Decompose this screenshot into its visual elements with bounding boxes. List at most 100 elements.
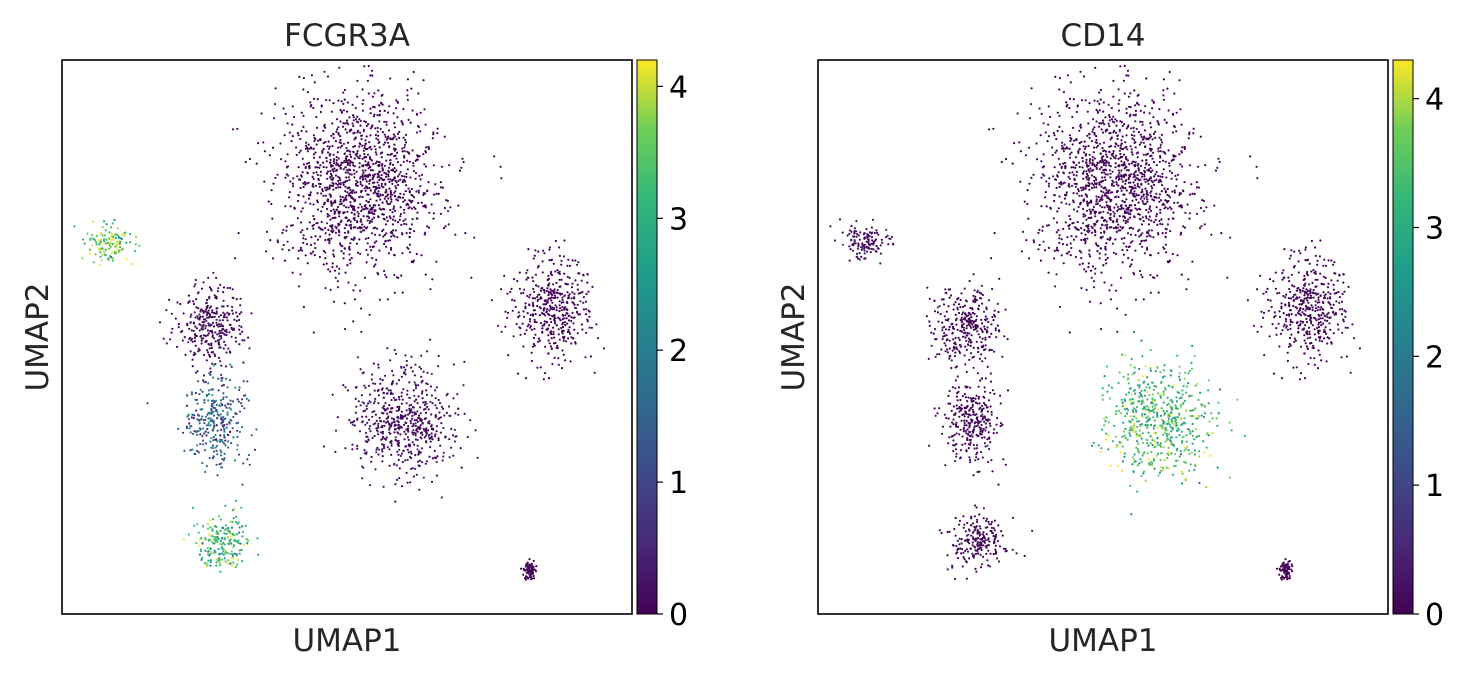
cell-point [554, 322, 557, 325]
panel-title: FCGR3A [284, 18, 410, 54]
cell-point [445, 411, 448, 414]
cell-point [524, 578, 528, 581]
cell-point [1092, 183, 1095, 186]
cell-point [1115, 124, 1118, 127]
cell-point [867, 247, 870, 250]
cell-point [356, 95, 359, 98]
cell-point [829, 225, 832, 228]
cell-point [338, 141, 341, 144]
cell-point [244, 394, 247, 397]
cell-point [347, 206, 350, 209]
cell-point [537, 337, 540, 340]
cell-point [1157, 147, 1160, 150]
cell-point [194, 398, 197, 401]
cell-point [222, 291, 225, 294]
cell-point [369, 211, 372, 214]
cell-point [250, 312, 253, 315]
cell-point [1131, 153, 1134, 156]
cell-point [553, 356, 556, 359]
cell-point [228, 379, 232, 382]
cell-point [1062, 91, 1065, 94]
cell-point [198, 539, 201, 542]
cell-point [386, 194, 389, 197]
cell-point [228, 421, 231, 424]
cell-point [207, 431, 210, 434]
cell-point [1104, 224, 1107, 227]
cell-point [389, 137, 392, 140]
cell-point [1090, 140, 1093, 143]
cell-point [208, 315, 211, 318]
cell-point [306, 162, 309, 165]
cell-point [1143, 252, 1146, 255]
cell-point [348, 116, 351, 119]
cell-point [442, 426, 445, 430]
cell-point [537, 340, 540, 343]
cell-point [1134, 298, 1137, 301]
cell-point [309, 202, 312, 205]
cell-point [330, 134, 333, 137]
cell-point [302, 195, 305, 198]
cell-point [549, 306, 552, 309]
cell-point [364, 237, 367, 240]
cell-point [332, 102, 335, 105]
cell-point [104, 229, 107, 232]
cell-point [543, 320, 546, 323]
cell-point [301, 249, 304, 252]
cell-point [362, 410, 365, 413]
cell-point [228, 331, 231, 334]
cell-point [1115, 177, 1118, 180]
cell-point [875, 229, 878, 232]
cell-point [1122, 79, 1125, 82]
cell-point [301, 207, 304, 210]
cell-point [1085, 184, 1088, 187]
cell-point [557, 333, 560, 336]
cell-point [571, 291, 574, 294]
cell-point [1121, 124, 1124, 127]
cell-point [1098, 142, 1101, 145]
cell-point [1147, 211, 1150, 214]
cell-point [1115, 289, 1118, 292]
cell-point [562, 301, 565, 304]
cell-point [216, 453, 219, 456]
cell-point [338, 242, 342, 245]
cell-point [547, 294, 550, 297]
cell-point [270, 189, 273, 192]
cell-point [571, 259, 574, 262]
cell-point [347, 176, 350, 179]
cell-point [1150, 209, 1153, 212]
cell-point [108, 237, 111, 240]
cell-point [1032, 241, 1036, 244]
cell-point [247, 539, 250, 542]
cell-point [1134, 104, 1137, 107]
cell-point [351, 191, 354, 195]
cell-point [315, 143, 318, 146]
cell-point [564, 314, 567, 317]
cell-point [1125, 158, 1128, 161]
cell-point [1091, 130, 1094, 133]
cell-point [1099, 247, 1103, 250]
cell-point [312, 171, 315, 174]
cell-point [198, 318, 201, 321]
cell-point [216, 474, 219, 477]
cell-point [348, 164, 351, 167]
cell-point [348, 161, 352, 164]
cell-point [291, 135, 294, 138]
cell-point [375, 448, 378, 451]
cell-point [1082, 75, 1086, 78]
cell-point [1093, 146, 1096, 149]
cell-point [1159, 222, 1162, 225]
cell-point [539, 289, 543, 292]
cell-point [202, 374, 206, 377]
cell-point [387, 252, 390, 255]
cell-point [299, 137, 302, 141]
cell-point [1038, 243, 1041, 247]
cell-point [1099, 98, 1102, 101]
cell-point [1183, 145, 1186, 148]
cell-point [541, 327, 544, 330]
cell-point [112, 238, 115, 241]
cell-point [1032, 239, 1035, 242]
cell-point [1101, 161, 1104, 164]
cell-point [203, 422, 206, 425]
cell-point [532, 287, 535, 291]
cell-point [405, 223, 408, 226]
